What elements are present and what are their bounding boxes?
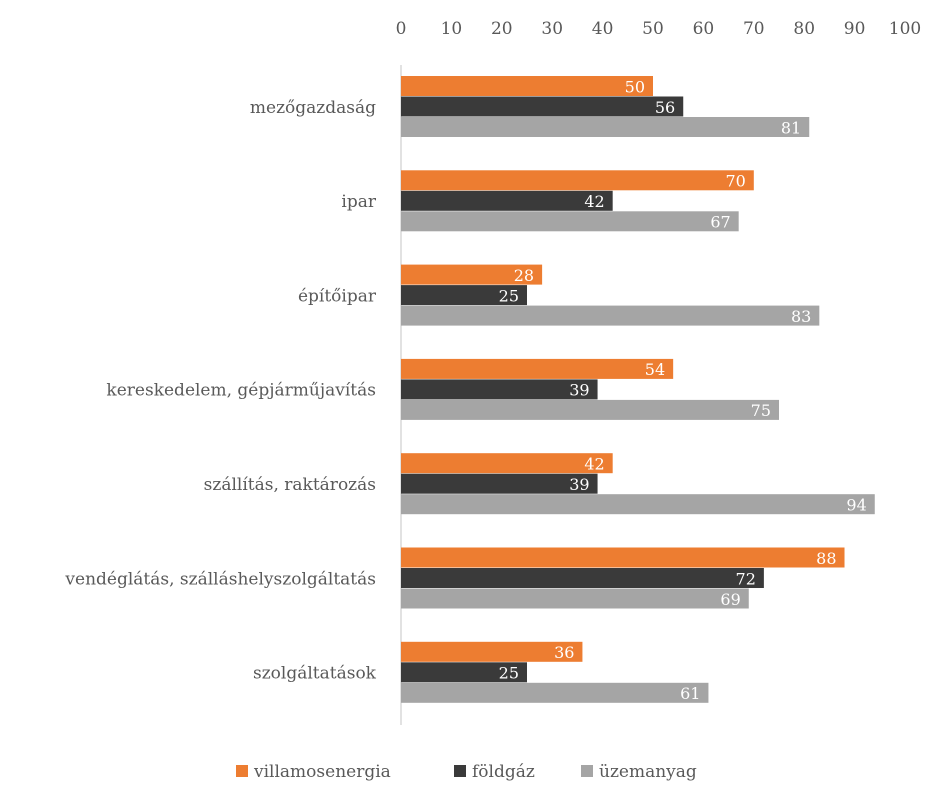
bar: [401, 305, 820, 326]
bar: [401, 473, 598, 494]
category-label: vendéglátás, szálláshelyszolgáltatás: [64, 569, 376, 589]
data-label: 70: [725, 172, 745, 191]
x-tick-label: 40: [592, 19, 614, 39]
bar: [401, 662, 527, 683]
x-tick-label: 10: [441, 19, 463, 39]
bar: [401, 379, 598, 400]
data-label: 50: [625, 77, 645, 96]
category-label: ipar: [341, 192, 376, 212]
data-label: 42: [584, 454, 604, 473]
data-label: 42: [584, 192, 604, 211]
bar: [401, 494, 875, 515]
data-label: 56: [655, 98, 675, 117]
x-tick-label: 50: [642, 19, 664, 39]
bar: [401, 117, 810, 137]
data-label: 25: [499, 664, 519, 683]
legend-swatch: [454, 765, 466, 777]
category-label: mezőgazdaság: [250, 98, 376, 118]
data-label: 72: [736, 569, 756, 588]
data-label: 67: [710, 213, 730, 232]
bar: [401, 285, 527, 306]
legend: villamosenergia földgáz üzemanyag: [236, 762, 697, 782]
x-tick-label: 100: [889, 19, 921, 39]
x-tick-label: 60: [693, 19, 715, 39]
data-label: 75: [751, 401, 771, 420]
bars: [401, 76, 875, 703]
x-tick-label: 80: [793, 19, 815, 39]
bar: [401, 76, 653, 96]
bar: [401, 641, 583, 662]
bar: [401, 453, 613, 474]
data-label: 61: [680, 684, 700, 703]
legend-label: villamosenergia: [253, 762, 391, 782]
bar: [401, 264, 543, 285]
data-label: 88: [816, 549, 836, 568]
bar: [401, 358, 674, 379]
legend-swatch: [236, 765, 248, 777]
bar: [401, 170, 754, 191]
bar: [401, 568, 764, 588]
legend-label: földgáz: [472, 762, 535, 782]
bar: [401, 547, 845, 568]
data-label: 83: [791, 307, 811, 326]
bar: [401, 211, 739, 232]
bar: [401, 399, 779, 420]
data-label: 39: [569, 381, 589, 400]
x-tick-label: 90: [844, 19, 866, 39]
x-axis-ticks: 0 10 20 30 40 50 60 70 80 90 100: [396, 19, 922, 39]
x-tick-label: 20: [491, 19, 513, 39]
x-tick-label: 0: [396, 19, 407, 39]
data-label: 28: [514, 266, 534, 285]
data-labels: 5056817042672825835439754239948872693625…: [499, 77, 867, 703]
bar: [401, 96, 684, 117]
data-label: 39: [569, 475, 589, 494]
data-label: 25: [499, 286, 519, 305]
category-label: szállítás, raktározás: [204, 475, 376, 495]
bar: [401, 588, 749, 609]
category-label: szolgáltatások: [253, 664, 377, 684]
category-labels: mezőgazdaság ipar építőipar kereskedelem, g…: [64, 98, 376, 684]
bar: [401, 682, 709, 703]
legend-swatch: [581, 765, 593, 777]
data-label: 81: [781, 118, 801, 137]
data-label: 54: [645, 360, 665, 379]
data-label: 36: [554, 643, 574, 662]
bar: [401, 190, 613, 211]
data-label: 69: [720, 590, 740, 609]
data-label: 94: [846, 495, 866, 514]
x-tick-label: 70: [743, 19, 765, 39]
x-tick-label: 30: [541, 19, 563, 39]
legend-label: üzemanyag: [599, 762, 697, 782]
category-label: kereskedelem, gépjárműjavítás: [106, 381, 376, 401]
category-label: építőipar: [298, 286, 377, 306]
